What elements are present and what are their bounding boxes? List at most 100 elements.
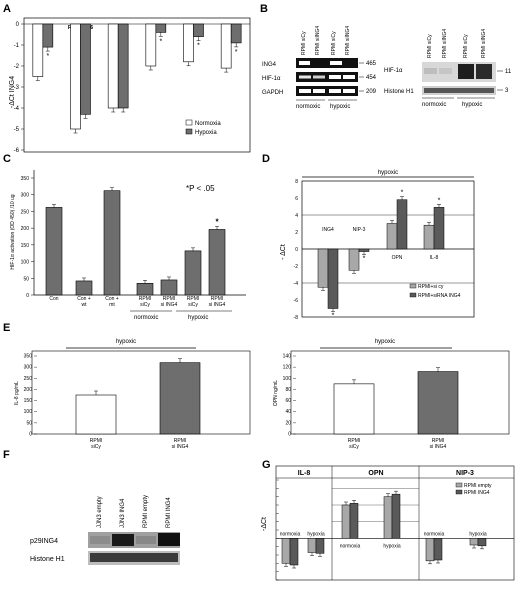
lane-f2: JJN3 ING4 bbox=[120, 498, 126, 528]
band-hif-hyp-2 bbox=[476, 64, 492, 79]
d-bar bbox=[317, 248, 329, 288]
panel-label-b: B bbox=[260, 3, 268, 15]
panel-g-bars bbox=[281, 490, 487, 569]
c-ytick-label: 350 bbox=[21, 176, 30, 182]
lane-b4: RPMI siING4 bbox=[345, 26, 351, 55]
panel-label-g: G bbox=[262, 459, 271, 471]
a-bar-normoxia bbox=[32, 23, 44, 77]
e-bar bbox=[159, 362, 201, 435]
lane-f4: RPMI ING4 bbox=[166, 497, 172, 528]
panel-g-chart: IL-8 normoxia hypoxia OPN normoxia hypoxia NIP… bbox=[261, 465, 515, 581]
a-bar-normoxia bbox=[70, 23, 81, 130]
blot-group-hypoxic: hypoxic bbox=[462, 102, 482, 108]
gel-row-gapdh bbox=[296, 86, 358, 96]
band-hif-hyp-1 bbox=[458, 64, 474, 79]
g-bar bbox=[477, 538, 487, 547]
band-f-jjn3-ing4 bbox=[112, 534, 134, 546]
panel-c-y-ticks: 0 50 100 150 200 250 300 350 bbox=[21, 176, 34, 299]
lane-br2: RPMI siING4 bbox=[442, 29, 448, 58]
a-bar-normoxia bbox=[183, 23, 194, 63]
e-ytick-label: 0 bbox=[29, 432, 32, 438]
panel-label-c: C bbox=[3, 153, 11, 165]
c-category-label: Con bbox=[49, 296, 58, 302]
band-hif-2 bbox=[313, 75, 325, 79]
d-bar bbox=[327, 248, 339, 309]
band-hif-3 bbox=[329, 75, 341, 79]
a-bar-normoxia bbox=[220, 23, 232, 69]
a-bar-normoxia bbox=[107, 23, 119, 109]
panel-c-group-normoxic: normoxic bbox=[134, 315, 158, 321]
a-ytick-label: -5 bbox=[14, 127, 20, 133]
g-bar bbox=[469, 538, 479, 546]
panel-d-title: hypoxic bbox=[378, 170, 398, 176]
panel-e1-title: hypoxic bbox=[116, 339, 136, 345]
panel-b-gel-rtpcr: ING4 HIF-1α GAPDH 465 454 209 RPMI siCy … bbox=[262, 26, 377, 110]
c-category-label: RPMI bbox=[187, 296, 200, 302]
c-significance-star: * bbox=[215, 217, 219, 226]
panel-a-y-label: -ΔCt ING4 bbox=[9, 76, 16, 108]
d-ytick-label: 0 bbox=[295, 247, 298, 253]
e-ytick-label: 150 bbox=[24, 398, 33, 404]
e-ytick-label: 0 bbox=[288, 432, 291, 438]
legend-g-ing4: RPMI ING4 bbox=[464, 490, 490, 496]
blot-size-3: 3 bbox=[505, 88, 509, 94]
panel-e2-title: hypoxic bbox=[375, 339, 395, 345]
g-bar bbox=[425, 538, 435, 562]
c-ytick-label: 150 bbox=[21, 243, 30, 249]
panel-f-blot: p29ING4 Histone H1 JJN3 empty JJN3 ING4 … bbox=[30, 495, 180, 565]
g-condition-label: normoxia bbox=[424, 531, 445, 537]
panel-d-y-label: - ΔCt bbox=[280, 244, 287, 260]
g-condition-label: normoxia bbox=[340, 543, 361, 549]
d-bar bbox=[423, 224, 435, 250]
d-bar bbox=[348, 248, 360, 271]
legend-swatch-normoxia bbox=[185, 119, 193, 126]
blot-label-hif: HIF-1α bbox=[384, 68, 403, 74]
panel-a-frame bbox=[23, 17, 251, 153]
d-ytick-label: -4 bbox=[294, 281, 299, 287]
panel-e1-bars bbox=[75, 358, 201, 435]
lane-f3: RPMI empty bbox=[143, 495, 149, 528]
a-bar-hypoxia bbox=[80, 23, 91, 115]
panel-g-y-label: -ΔCt bbox=[261, 517, 268, 531]
panel-e2-frame bbox=[290, 350, 510, 435]
d-significance-star: * bbox=[438, 197, 441, 204]
g-bar bbox=[391, 493, 401, 539]
a-ytick-label: -3 bbox=[14, 85, 20, 91]
a-bar-hypoxia bbox=[230, 23, 242, 44]
panel-g-headers: IL-8 normoxia hypoxia OPN normoxia hypoxia NIP… bbox=[280, 470, 487, 549]
legend-d-sicy: RPMI+si cy bbox=[418, 284, 444, 290]
lane-b2: RPMI siING4 bbox=[315, 26, 321, 55]
e-category-label-2: si ING4 bbox=[172, 444, 189, 450]
d-category-label: OPN bbox=[392, 255, 403, 261]
lane-br1: RPMI siCy bbox=[427, 34, 433, 58]
g-condition-label: hypoxia bbox=[383, 543, 400, 549]
gel-row-hif bbox=[296, 72, 358, 82]
a-ytick-label: -6 bbox=[14, 148, 20, 154]
d-bar bbox=[358, 248, 370, 252]
band-gapdh-3 bbox=[329, 89, 341, 93]
panel-e1-frame bbox=[31, 350, 251, 435]
c-category-label: RPMI bbox=[139, 296, 152, 302]
e-category-label: RPMI bbox=[348, 438, 361, 444]
e-ytick-label: 120 bbox=[283, 365, 292, 371]
e-category-label-2: siCy bbox=[349, 444, 359, 450]
panel-a-bars: * * * * bbox=[32, 23, 242, 134]
d-bar bbox=[386, 223, 398, 250]
c-category-label: si ING4 bbox=[209, 302, 226, 308]
e-ytick-label: 40 bbox=[285, 409, 291, 415]
c-ytick-label: 300 bbox=[21, 193, 30, 199]
c-category-label: mt bbox=[109, 302, 115, 308]
blot-label-histone: Histone H1 bbox=[384, 89, 414, 95]
c-bar bbox=[184, 250, 202, 296]
e-category-label-2: siCy bbox=[91, 444, 101, 450]
panel-d-bars: * * * * bbox=[317, 190, 445, 320]
c-ytick-label: 250 bbox=[21, 209, 30, 215]
e-ytick-label: 100 bbox=[283, 376, 292, 382]
c-category-label: si ING4 bbox=[161, 302, 178, 308]
blot-f-label-histone: Histone H1 bbox=[30, 556, 65, 563]
a-ytick-label: 0 bbox=[16, 22, 20, 28]
